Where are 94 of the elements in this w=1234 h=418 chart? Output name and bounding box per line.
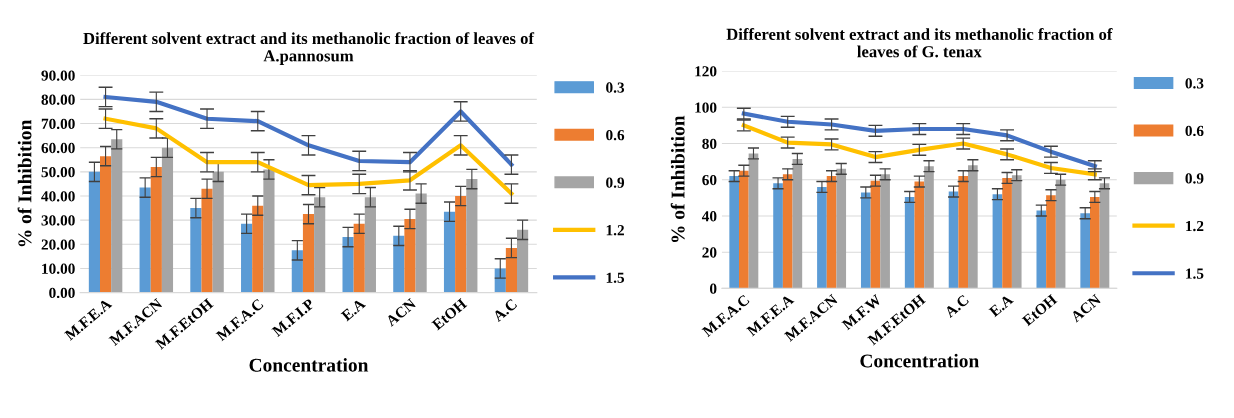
- bar: [748, 153, 759, 289]
- line-series: [741, 111, 1097, 169]
- bar: [1002, 177, 1012, 289]
- legend-label: 0.6: [1185, 125, 1204, 137]
- bar: [826, 176, 837, 289]
- bar: [1055, 179, 1066, 289]
- bar: [1036, 210, 1047, 289]
- bar: [100, 156, 112, 293]
- bar: [836, 168, 847, 289]
- bar: [517, 229, 529, 293]
- bar: [958, 176, 969, 289]
- bar: [870, 180, 881, 289]
- legend-label: 0.3: [606, 82, 625, 93]
- bar: [364, 197, 376, 293]
- y-tick-label: 80.00: [41, 94, 75, 105]
- bar: [817, 186, 827, 289]
- y-tick-label: 0: [709, 283, 717, 294]
- bar: [443, 211, 456, 293]
- bar: [415, 193, 427, 293]
- y-tick-label: 50.00: [41, 166, 75, 178]
- x-tick-label: E.A: [340, 297, 367, 322]
- bar: [342, 237, 354, 293]
- legend-label: 1.2: [606, 225, 624, 236]
- legend-label: 0.9: [1185, 173, 1204, 184]
- y-axis-title: % of Inhibition: [17, 119, 32, 247]
- y-tick-label: 20: [702, 247, 717, 258]
- bar: [353, 223, 365, 293]
- bar: [111, 139, 123, 293]
- chart-title: Different solvent extract and its methanolic fraction of leaves of A.pannosum: [83, 32, 535, 65]
- bar: [880, 174, 890, 289]
- y-tick-label: 20.00: [41, 239, 75, 250]
- x-tick-label: E.A: [988, 293, 1014, 318]
- line-series: [103, 94, 514, 167]
- x-axis-title: Concentration: [249, 358, 369, 372]
- x-axis-title: Concentration: [860, 353, 979, 368]
- y-tick-label: 100: [695, 102, 717, 113]
- bar: [1011, 175, 1022, 289]
- legend-label: 1.2: [1186, 220, 1204, 232]
- bar: [190, 208, 202, 293]
- bar: [505, 247, 517, 293]
- legend-label: 0.9: [606, 177, 625, 188]
- y-tick-label: 30.00: [41, 215, 75, 226]
- x-tick-label: A.C: [492, 298, 518, 323]
- line-series: [103, 116, 514, 196]
- bar: [455, 196, 467, 293]
- legend-label: 0.3: [1185, 78, 1204, 89]
- y-tick-label: 80: [702, 138, 717, 149]
- bar: [782, 174, 793, 289]
- bar: [404, 218, 416, 293]
- bar: [729, 176, 739, 289]
- bar: [1080, 213, 1091, 289]
- bar: [466, 179, 478, 293]
- legend-label: 0.6: [606, 129, 625, 141]
- bar: [1090, 196, 1100, 289]
- y-tick-label: 40: [701, 211, 717, 222]
- bar: [968, 165, 978, 289]
- line-series: [741, 123, 1097, 177]
- bar: [860, 192, 871, 289]
- x-tick-label: A.C: [943, 294, 970, 319]
- y-tick-label: 60.00: [41, 142, 75, 154]
- bar: [201, 188, 213, 293]
- legend-label: 1.5: [606, 272, 625, 283]
- bar: [263, 169, 275, 293]
- bar: [139, 187, 151, 293]
- bar: [739, 170, 749, 289]
- bar: [773, 183, 783, 289]
- bar: [948, 191, 959, 289]
- bar: [150, 167, 162, 293]
- bar: [212, 171, 224, 293]
- bar: [161, 147, 174, 293]
- bar: [291, 250, 303, 293]
- y-tick-label: 90.00: [41, 70, 75, 81]
- y-tick-label: 10.00: [42, 263, 75, 274]
- bar: [393, 235, 405, 293]
- y-tick-label: 60: [702, 174, 717, 186]
- bar: [924, 166, 934, 289]
- bar: [914, 181, 925, 289]
- y-tick-label: 40.00: [41, 191, 75, 202]
- legend-label: 1.5: [1186, 268, 1204, 279]
- bar: [241, 223, 253, 293]
- y-axis-title: % of Inhibition: [670, 115, 685, 243]
- chart-title: Different solvent extract and its methanolic fraction of leaves of G. tenax: [726, 28, 1113, 58]
- bar: [904, 196, 915, 289]
- bar: [88, 171, 100, 293]
- bar: [992, 194, 1003, 289]
- y-tick-label: 120: [695, 66, 717, 77]
- bar: [1099, 183, 1110, 289]
- bar: [792, 158, 803, 289]
- y-tick-label: 0.00: [49, 287, 75, 299]
- bar: [1046, 195, 1056, 289]
- bar: [314, 197, 326, 293]
- bar: [252, 205, 264, 293]
- y-tick-label: 70.00: [41, 118, 75, 130]
- bar: [302, 214, 315, 293]
